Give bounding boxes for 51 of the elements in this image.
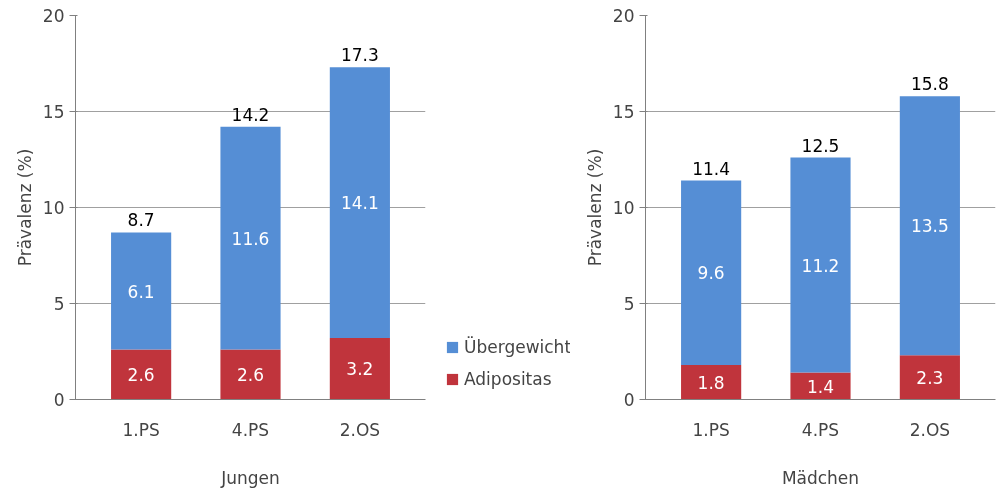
y-tick-label: 20 <box>42 6 65 26</box>
y-tick-label: 10 <box>612 198 635 218</box>
bar <box>681 364 742 400</box>
bar <box>899 355 960 400</box>
total-label: 17.3 <box>340 45 379 66</box>
y-tick-label: 5 <box>623 294 635 314</box>
bar <box>220 349 281 400</box>
y-axis-title: Prävalenz (%) <box>584 148 605 267</box>
data-label: 11.2 <box>801 255 840 276</box>
bar <box>111 232 172 350</box>
bar <box>111 349 172 400</box>
x-axis-title: Mädchen <box>781 467 860 488</box>
total-label: 11.4 <box>692 158 731 179</box>
y-tick-label: 15 <box>42 102 65 122</box>
y-tick-label: 20 <box>612 6 635 26</box>
y-tick-label: 15 <box>612 102 635 122</box>
total-label: 14.2 <box>231 104 270 125</box>
x-tick-label: 2.OS <box>339 419 381 440</box>
data-label: 2.6 <box>236 365 265 386</box>
bar <box>681 180 742 365</box>
bar <box>220 126 281 350</box>
y-tick-label: 0 <box>53 390 65 410</box>
total-label: 15.8 <box>910 74 949 95</box>
x-axis-title: Jungen <box>220 467 280 488</box>
x-tick-label: 1.PS <box>692 419 730 440</box>
legend-label: Adipositas <box>464 369 552 389</box>
data-label: 13.5 <box>910 216 949 237</box>
data-label: 2.3 <box>916 367 944 388</box>
data-label: 1.8 <box>697 372 725 393</box>
data-label: 1.4 <box>806 376 835 397</box>
legend-label: Übergewicht <box>464 337 571 357</box>
total-label: 8.7 <box>127 210 155 231</box>
bar <box>329 338 390 400</box>
y-tick-label: 5 <box>53 294 65 314</box>
y-axis-title: Prävalenz (%) <box>14 148 35 267</box>
bar <box>899 96 960 356</box>
x-tick-label: 4.PS <box>801 419 840 440</box>
data-label: 2.6 <box>127 365 155 386</box>
y-tick-label: 10 <box>42 198 65 218</box>
x-tick-label: 2.OS <box>909 419 951 440</box>
y-tick-label: 0 <box>623 390 635 410</box>
bar <box>790 157 851 373</box>
data-label: 14.1 <box>340 193 379 214</box>
x-tick-label: 1.PS <box>122 419 160 440</box>
data-label: 3.2 <box>346 359 374 380</box>
bar <box>329 67 390 339</box>
data-label: 6.1 <box>127 281 155 302</box>
total-label: 12.5 <box>801 135 840 156</box>
data-label: 9.6 <box>697 263 725 284</box>
x-tick-label: 4.PS <box>231 419 270 440</box>
data-label: 11.6 <box>231 228 270 249</box>
